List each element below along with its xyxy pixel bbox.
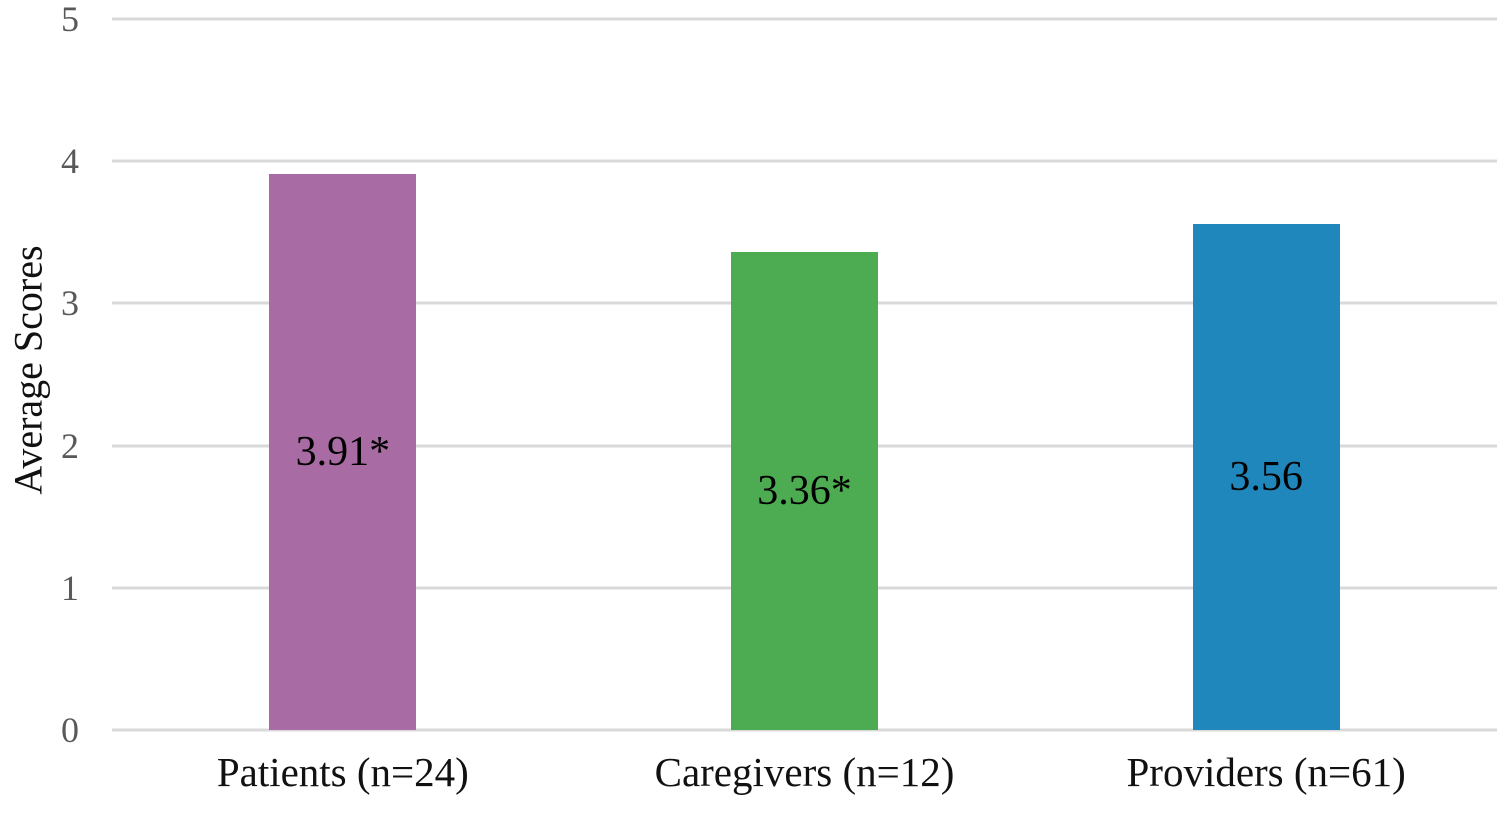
bar-3: 3.56 — [1192, 223, 1340, 730]
gridline-y-0 — [112, 728, 1497, 732]
x-category-label-2: Caregivers (n=12) — [654, 749, 955, 795]
gridline-y-4 — [112, 159, 1497, 163]
x-category-label-3: Providers (n=61) — [1126, 749, 1406, 795]
y-tick-label-5: 5 — [61, 0, 79, 39]
y-tick-label-3: 3 — [61, 283, 79, 324]
bar-2: 3.36* — [731, 252, 878, 730]
y-tick-label-4: 4 — [61, 141, 79, 182]
bar-value-label-2: 3.36* — [757, 468, 852, 515]
y-axis-title: Average Scores — [5, 245, 52, 494]
plot-area: 3.91* 3.36* 3.56 — [112, 17, 1497, 732]
bar-1: 3.91* — [269, 174, 417, 730]
y-tick-label-2: 2 — [61, 425, 79, 466]
bar-value-label-1: 3.91* — [295, 429, 391, 475]
y-tick-label-1: 1 — [61, 567, 79, 608]
x-category-label-1: Patients (n=24) — [216, 749, 469, 795]
bar-value-label-3: 3.56 — [1229, 453, 1303, 500]
y-tick-label-0: 0 — [61, 710, 79, 750]
gridline-y-5 — [112, 17, 1497, 21]
